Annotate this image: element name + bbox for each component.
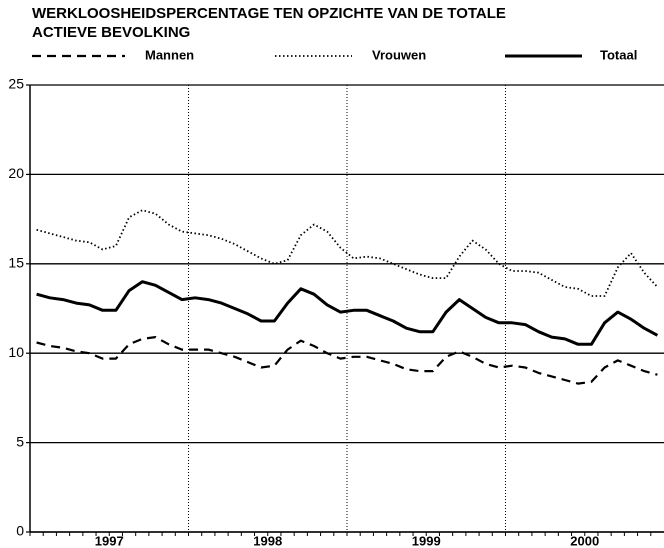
chart-title: WERKLOOSHEIDSPERCENTAGE TEN OPZICHTE VAN… [32,5,506,22]
y-tick-label: 25 [8,76,24,92]
x-tick-label: 1998 [253,533,282,548]
series-line [36,280,659,346]
x-tick-label: 2000 [570,533,599,548]
legend-label: Totaal [600,47,637,62]
series-line [36,336,658,385]
y-tick-label: 5 [16,433,24,449]
y-tick-label: 0 [16,523,24,539]
legend-label: Vrouwen [372,47,426,62]
y-tick-label: 15 [8,255,24,271]
x-tick-label: 1997 [95,533,124,548]
legend-label: Mannen [145,47,194,62]
x-tick-label: 1999 [412,533,441,548]
y-tick-label: 20 [8,165,24,181]
chart-title: ACTIEVE BEVOLKING [32,24,190,41]
y-tick-label: 10 [8,344,24,360]
